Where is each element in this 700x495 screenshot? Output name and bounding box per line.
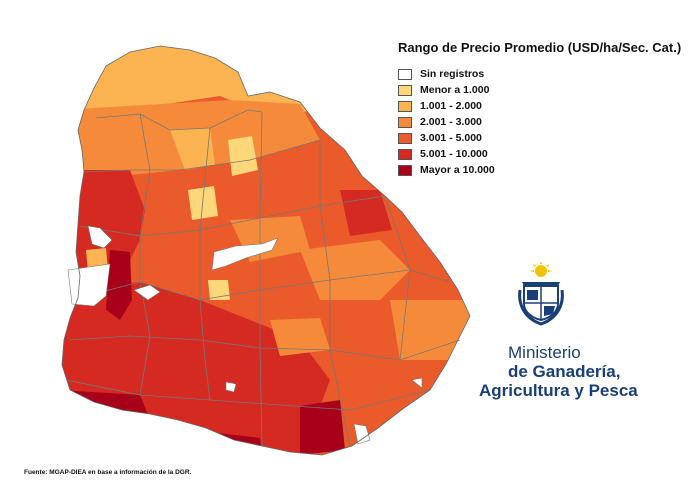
legend-item: 2.001 - 3.000 bbox=[398, 114, 495, 130]
legend-swatch-1001-2000 bbox=[398, 100, 412, 112]
ministry-line-2: de Ganadería, bbox=[508, 362, 621, 381]
legend-title: Rango de Precio Promedio (USD/ha/Sec. Ca… bbox=[398, 40, 682, 55]
legend-label: 3.001 - 5.000 bbox=[420, 132, 482, 144]
legend-item: 5.001 - 10.000 bbox=[398, 146, 495, 162]
legend-swatch-sin-registros bbox=[398, 68, 412, 80]
legend-swatch-3001-5000 bbox=[398, 132, 412, 144]
legend-label: 5.001 - 10.000 bbox=[420, 148, 488, 160]
legend-label: Menor a 1.000 bbox=[420, 84, 490, 96]
ministry-line-1: Ministerio bbox=[508, 343, 581, 362]
ministry-line-3: Agricultura y Pesca bbox=[479, 381, 638, 400]
uruguay-coat-of-arms-icon bbox=[518, 261, 564, 326]
legend-label: Mayor a 10.000 bbox=[420, 164, 495, 176]
legend: Sin registros Menor a 1.000 1.001 - 2.00… bbox=[398, 66, 495, 178]
country-outline bbox=[61, 45, 471, 456]
legend-swatch-mayor-10000 bbox=[398, 164, 412, 176]
legend-swatch-5001-10000 bbox=[398, 148, 412, 160]
legend-item: 3.001 - 5.000 bbox=[398, 130, 495, 146]
legend-item: Menor a 1.000 bbox=[398, 82, 495, 98]
ministry-logo: Ministerio de Ganadería, Agricultura y P… bbox=[478, 343, 638, 400]
legend-swatch-menor-1000 bbox=[398, 84, 412, 96]
legend-label: 1.001 - 2.000 bbox=[420, 100, 482, 112]
legend-item: Mayor a 10.000 bbox=[398, 162, 495, 178]
source-note: Fuente: MGAP-DIEA en base a información … bbox=[24, 469, 192, 476]
legend-item: 1.001 - 2.000 bbox=[398, 98, 495, 114]
legend-swatch-2001-3000 bbox=[398, 116, 412, 128]
legend-label: Sin registros bbox=[420, 68, 485, 80]
legend-item: Sin registros bbox=[398, 66, 495, 82]
department-borders bbox=[65, 109, 461, 447]
legend-label: 2.001 - 3.000 bbox=[420, 116, 482, 128]
